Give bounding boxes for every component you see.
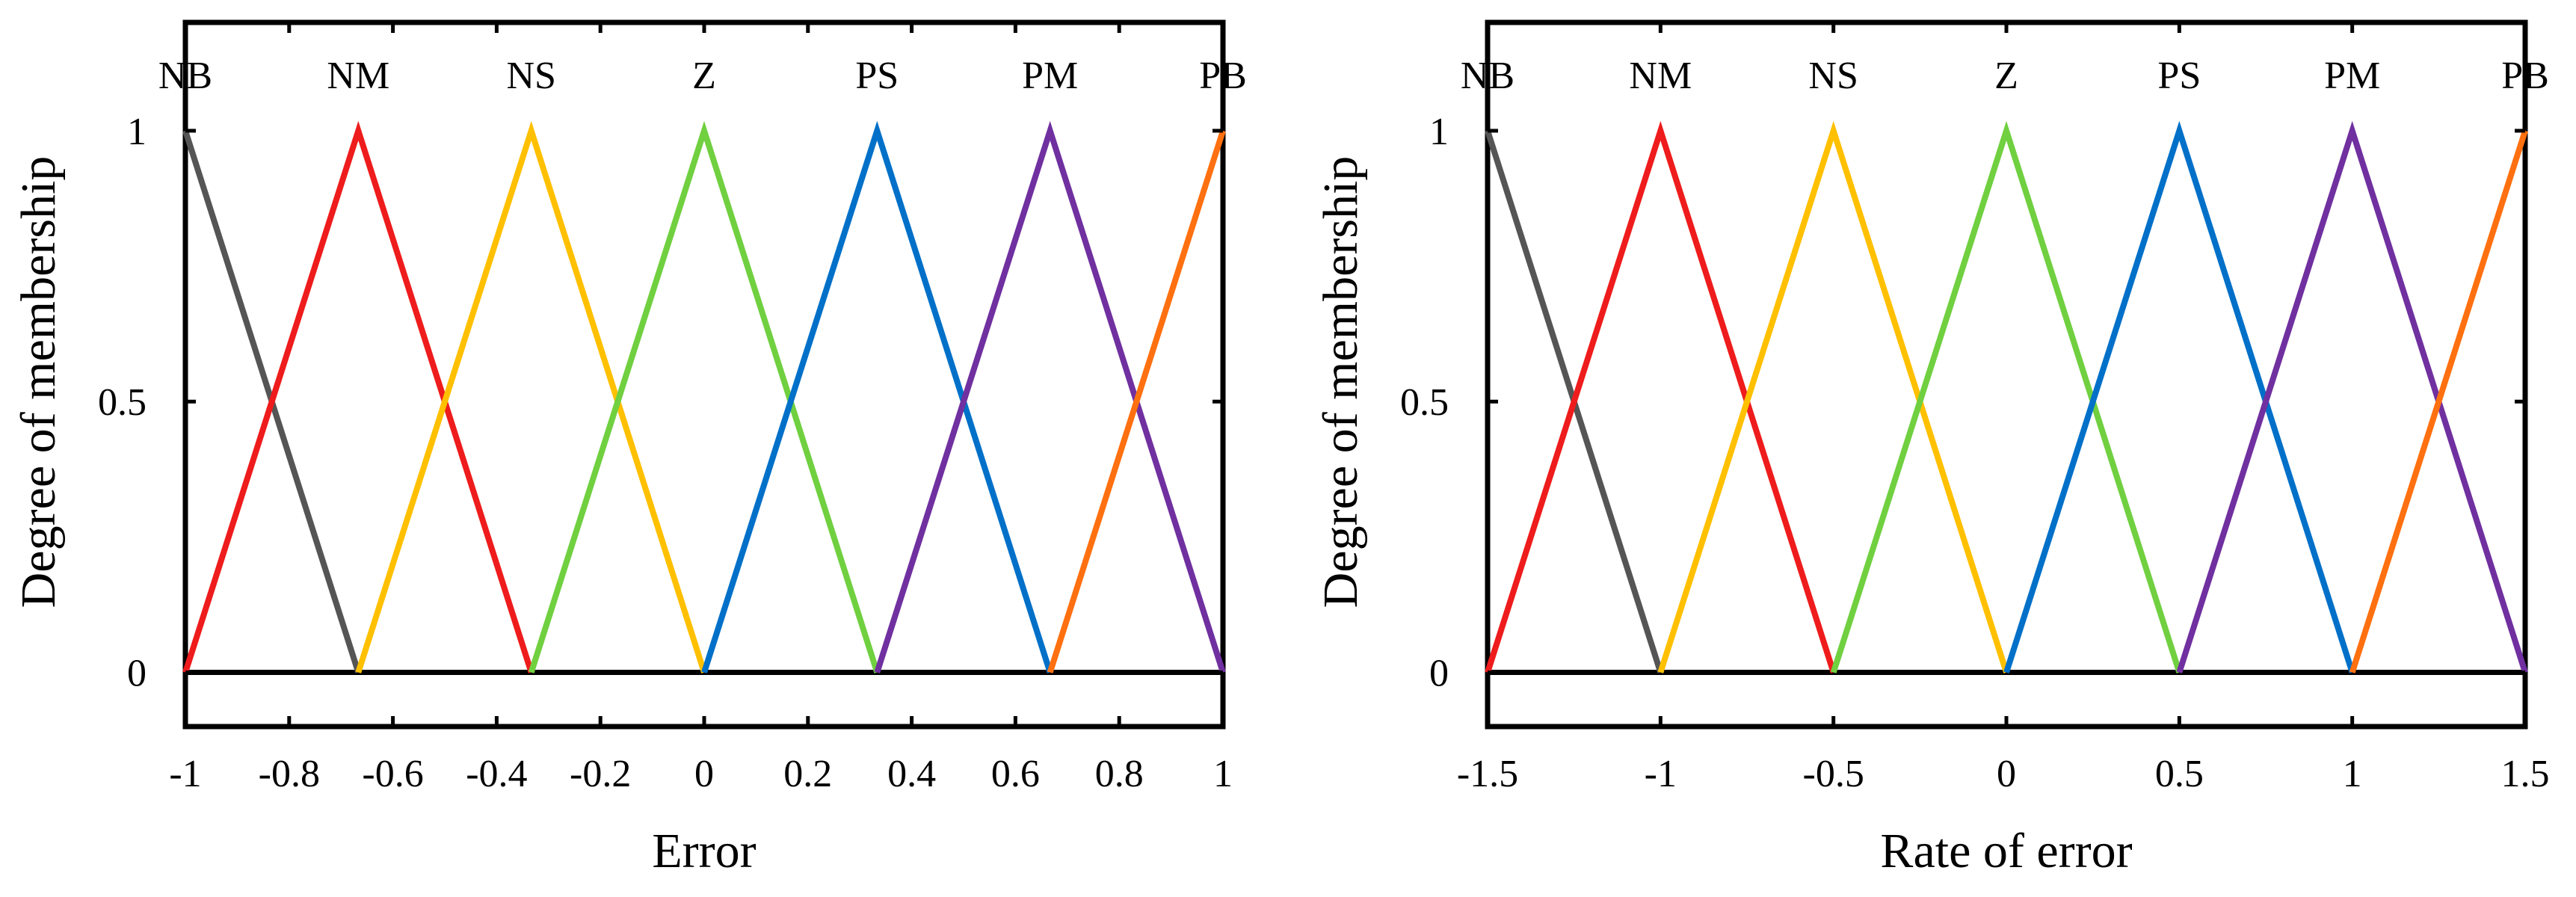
series-line-z [1830,120,2183,673]
series-line-pb [2349,129,2528,673]
x-tick-label: 0 [694,753,714,795]
x-tick-label: -0.8 [259,753,320,795]
series-line-pm [874,120,1226,673]
y-tick-label: 1 [127,111,147,153]
set-label-nb: NB [158,55,212,97]
set-label-ps: PS [855,55,899,97]
series-line-ns [1657,120,2009,673]
set-label-ns: NS [1808,55,1858,97]
set-label-pm: PM [1022,55,1078,97]
y-tick-label: 0 [1429,653,1449,695]
y-axis-label: Degree of membership [11,156,66,608]
set-label-nm: NM [1629,55,1692,97]
series-line-ps [701,120,1053,673]
x-tick-label: 0.5 [2155,753,2204,795]
y-tick-label: 1 [1429,111,1449,153]
x-tick-label: 1 [2343,753,2362,795]
set-label-nm: NM [327,55,389,97]
y-tick-label: 0.5 [98,381,147,424]
x-tick-label: -0.6 [362,753,423,795]
series-line-nm [1485,120,1837,673]
x-tick-label: 0.8 [1095,753,1144,795]
chart-rate-of-error: NB NM NS Z PS PM PB -1.5 -1 -0.5 0 0.5 1 1.5 0 0.5 1 Rate… [1313,19,2550,878]
series-line-pm [2176,120,2528,673]
set-label-pb: PB [2501,55,2549,97]
set-label-pm: PM [2324,55,2380,97]
x-tick-label: -1.5 [1457,753,1518,795]
x-tick-label: 0.2 [783,753,832,795]
series-line-nm [182,120,534,673]
x-tick-label: 1.5 [2501,753,2550,795]
set-label-z: Z [1994,55,2018,97]
y-tick-label: 0.5 [1400,381,1449,424]
set-label-z: Z [692,55,716,97]
x-axis-label: Rate of error [1880,824,2132,878]
x-axis-label: Error [652,824,756,878]
y-tick-label: 0 [127,653,147,695]
x-tick-label: -0.4 [466,753,527,795]
x-tick-label: 0 [1997,753,2016,795]
set-label-ps: PS [2157,55,2201,97]
y-axis-label: Degree of membership [1313,156,1368,608]
x-tick-label: -0.5 [1803,753,1864,795]
x-tick-label: -1 [1645,753,1677,795]
series-line-pb [1047,129,1226,673]
x-tick-label: 1 [1213,753,1233,795]
x-tick-label: 0.4 [887,753,936,795]
x-tick-label: 0.6 [991,753,1040,795]
set-label-nb: NB [1461,55,1515,97]
chart-error: NB NM NS Z PS PM PB -1 -0.8 -0.6 -0.4 -0.2 0 0.2 0.4 0.… [11,19,1247,878]
series-line-ns [355,120,707,673]
set-label-ns: NS [506,55,555,97]
x-tick-label: -1 [169,753,201,795]
series-line-z [528,120,881,673]
set-label-pb: PB [1199,55,1247,97]
series-line-ps [2003,120,2355,673]
x-tick-label: -0.2 [570,753,631,795]
